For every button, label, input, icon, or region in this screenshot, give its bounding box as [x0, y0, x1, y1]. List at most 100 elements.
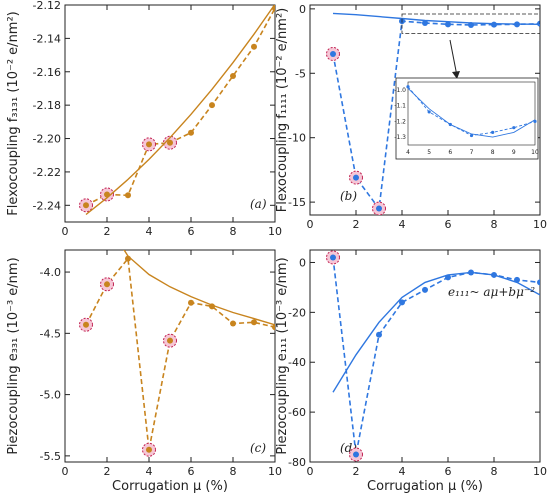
inset-x-tick-label: 8 — [491, 149, 495, 156]
y-tick-label: 0 — [299, 256, 306, 269]
x-tick-label: 2 — [104, 225, 111, 238]
chart-panel-2: 0 2 4 6 8 10 -4.0 -4.5 -5.0 -5.5 Piezocoupling e₃₃… — [6, 249, 282, 478]
y-tick-label: -2.12 — [33, 0, 61, 12]
data-point — [376, 331, 382, 338]
x-tick-label: 4 — [146, 465, 153, 478]
data-point — [422, 286, 428, 293]
inset-data-point — [533, 119, 537, 123]
x-tick-label: 8 — [491, 465, 498, 478]
fit-curve — [332, 271, 540, 393]
inset-frame — [395, 77, 539, 160]
x-tick-label: 4 — [146, 225, 153, 238]
axes-frame — [309, 4, 541, 216]
plot-area — [326, 12, 540, 215]
y-tick-label: -2.20 — [33, 133, 61, 146]
data-point — [83, 202, 89, 209]
data-point — [209, 102, 215, 109]
x-tick-label: 10 — [533, 218, 547, 231]
data-point — [353, 174, 359, 181]
y-tick-label: -2.16 — [33, 66, 61, 79]
y-tick-label: -2.22 — [33, 166, 61, 179]
inset-data-point — [448, 122, 452, 127]
data-point — [230, 320, 236, 327]
inset-chart: 4 5 6 7 8 9 10 -1.0 -1.1 -1.2 -1.3 — [394, 77, 539, 160]
data-point — [422, 20, 428, 27]
x-tick-label: 6 — [445, 218, 452, 231]
y-axis-label: Flexocoupling f₁₁₁₁ (10⁻² e/nm²) — [275, 8, 290, 212]
x-tick-label: 0 — [62, 465, 69, 478]
fit-curve — [332, 12, 540, 25]
data-point — [330, 254, 336, 261]
x-tick-label: 0 — [307, 218, 314, 231]
y-axis-label: Piezocoupling e₁₁₁ (10⁻³ e/nm) — [275, 257, 290, 454]
data-point — [188, 129, 194, 136]
data-point — [445, 21, 451, 28]
inset-x-tick-label: 7 — [470, 149, 474, 156]
y-tick-label: -2.24 — [33, 199, 61, 212]
data-point — [330, 50, 336, 57]
plot-area — [79, 250, 275, 457]
inset-data-point — [491, 130, 495, 134]
y-tick-label: -5.5 — [40, 450, 61, 463]
y-tick-label: -15 — [288, 196, 306, 209]
data-point — [167, 337, 173, 344]
x-tick-label: 8 — [491, 218, 498, 231]
inset-y-tick-label: -1.1 — [394, 103, 406, 110]
axes-frame — [309, 249, 541, 463]
data-point — [230, 72, 236, 79]
series-line — [85, 7, 275, 207]
x-axis-label-left: Corrugation μ (%) — [112, 479, 228, 494]
inset-x-tick-label: 10 — [531, 149, 539, 156]
y-tick-label: -80 — [288, 456, 306, 469]
data-point — [83, 321, 89, 328]
data-point — [491, 21, 497, 28]
y-tick-label: -4.0 — [40, 266, 61, 279]
series-line — [332, 257, 540, 455]
data-point — [146, 446, 152, 453]
x-tick-label: 6 — [188, 465, 195, 478]
x-tick-label: 6 — [445, 465, 452, 478]
panel-label: (b) — [340, 189, 357, 203]
chart-panel-3: 0 2 4 6 8 10 0 -20 -40 -60 -80 Piezocoupling e₁₁₁ (… — [275, 249, 547, 478]
inset-x-tick-label: 9 — [512, 149, 516, 156]
data-point — [146, 141, 152, 148]
x-tick-label: 2 — [353, 218, 360, 231]
data-point — [251, 43, 257, 50]
series-line — [85, 256, 275, 450]
x-tick-label: 0 — [307, 465, 314, 478]
x-axis-label-right: Corrugation μ (%) — [367, 479, 483, 494]
fit-curve — [85, 5, 275, 216]
fit-annotation: e₁₁₁~ aμ+bμ⁻² — [448, 285, 535, 299]
inset-y-tick-label: -1.0 — [394, 87, 406, 94]
y-axis-label: Piezocoupling e₃₃₁ (10⁻³ e/nm) — [6, 257, 21, 454]
inset-data-point — [427, 110, 431, 114]
y-tick-label: -20 — [288, 306, 306, 319]
inset-axes — [407, 81, 536, 146]
plot-area — [79, 5, 275, 216]
zoom-box — [401, 13, 541, 34]
axes-frame — [64, 249, 276, 463]
x-tick-label: 2 — [353, 465, 360, 478]
plot-area — [326, 250, 540, 462]
panel-label: (a) — [250, 197, 267, 211]
x-tick-label: 4 — [399, 465, 406, 478]
data-point — [272, 324, 275, 331]
x-tick-label: 10 — [268, 465, 282, 478]
data-point — [125, 192, 131, 199]
y-tick-label: -40 — [288, 356, 306, 369]
inset-data-point — [512, 126, 516, 130]
zoom-arrow — [449, 39, 458, 77]
y-axis-label: Flexocoupling f₃₁₃₁ (10⁻² e/nm²) — [6, 11, 21, 215]
fit-curve — [123, 250, 275, 326]
axes-frame — [64, 4, 276, 223]
x-tick-label: 4 — [399, 218, 406, 231]
x-tick-label: 2 — [104, 465, 111, 478]
y-tick-label: -2.18 — [33, 99, 61, 112]
data-point — [353, 451, 359, 458]
panel-label: (c) — [250, 441, 266, 455]
zoom-arrow-head — [452, 71, 460, 79]
inset-data-point — [406, 85, 410, 89]
y-tick-label: -4.5 — [40, 327, 61, 340]
